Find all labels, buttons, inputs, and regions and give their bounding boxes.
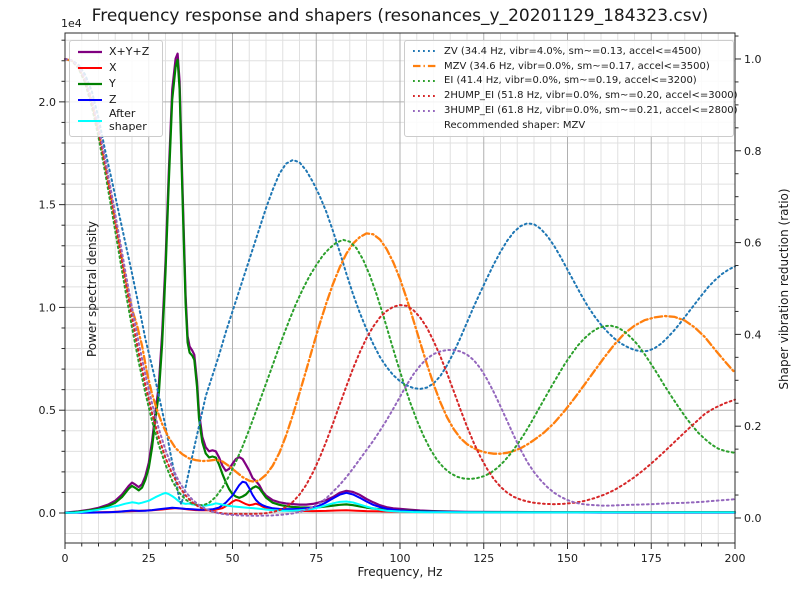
legend-item: ZV (34.4 Hz, vibr=4.0%, sm~=0.13, accel<…: [412, 44, 726, 59]
y-axis-offset-label: 1e4: [61, 17, 82, 30]
legend-item-label: X+Y+Z: [109, 44, 150, 58]
legend-item-label: After shaper: [109, 107, 147, 133]
y-right-tick-label: 0.6: [744, 237, 762, 250]
y-right-tick-label: 1.0: [744, 53, 762, 66]
legend-item-label: Z: [109, 92, 117, 106]
curve-2hump-ei: [64, 58, 736, 515]
legend-line-sample: [413, 50, 437, 53]
x-tick-label: 75: [309, 552, 323, 565]
curve-y: [63, 58, 737, 514]
y-left-tick-label: 0.0: [39, 507, 57, 520]
legend-item-label: EI (41.4 Hz, vibr=0.0%, sm~=0.19, accel<…: [444, 75, 697, 87]
legend-line-sample: [78, 99, 102, 101]
legend-line-sample: [78, 82, 102, 86]
legend-item-label: Y: [109, 76, 116, 90]
legend-line-sample: [413, 79, 437, 82]
y-left-tick-label: 1.5: [39, 199, 57, 212]
x-tick-label: 25: [142, 552, 156, 565]
x-tick-label: 0: [62, 552, 69, 565]
legend-item: After shaper: [77, 107, 155, 133]
legend-item: Y: [77, 76, 155, 92]
curve-ei: [64, 58, 736, 507]
legend-item-label: ZV (34.4 Hz, vibr=4.0%, sm~=0.13, accel<…: [444, 45, 702, 57]
legend-item: EI (41.4 Hz, vibr=0.0%, sm~=0.19, accel<…: [412, 74, 726, 89]
recommended-shaper-text: Recommended shaper: MZV: [444, 119, 586, 131]
legend-line-sample: [413, 65, 437, 68]
legend-item: Z: [77, 92, 155, 108]
chart-title: Frequency response and shapers (resonanc…: [91, 6, 709, 26]
x-tick-label: 50: [226, 552, 240, 565]
legend-line-sample: [78, 67, 102, 69]
legend-line-sample: [413, 109, 437, 112]
curve-after-shaper: [64, 492, 736, 514]
y-right-tick-label: 0.8: [744, 145, 762, 158]
x-tick-label: 100: [390, 552, 411, 565]
y-right-tick-label: 0.4: [744, 328, 762, 341]
curve-mzv: [63, 57, 737, 483]
legend-item: 2HUMP_EI (51.8 Hz, vibr=0.0%, sm~=0.20, …: [412, 88, 738, 103]
x-tick-label: 125: [473, 552, 494, 565]
legend-item: 3HUMP_EI (61.8 Hz, vibr=0.0%, sm~=0.21, …: [412, 103, 738, 118]
legend-item: X+Y+Z: [77, 44, 155, 60]
x-tick-label: 150: [557, 552, 578, 565]
y-left-tick-label: 2.0: [39, 96, 57, 109]
legend-shapers: ZV (34.4 Hz, vibr=4.0%, sm~=0.13, accel<…: [404, 40, 738, 137]
y-axis-label-left: Power spectral density: [85, 220, 99, 358]
y-right-tick-label: 0.2: [744, 420, 762, 433]
curve-zv: [64, 58, 736, 506]
legend-line-sample: [413, 94, 437, 97]
legend-item: MZV (34.6 Hz, vibr=0.0%, sm~=0.17, accel…: [412, 59, 726, 74]
legend-line-sample: [78, 50, 102, 54]
y-left-tick-label: 1.0: [39, 301, 57, 314]
y-axis-label-right: Shaper vibration reduction (ratio): [777, 188, 791, 390]
x-axis-label: Frequency, Hz: [357, 565, 443, 579]
y-left-tick-label: 0.5: [39, 404, 57, 417]
legend-psd: X+Y+Z X Y Z After shaper: [69, 40, 163, 138]
legend-item-label: 2HUMP_EI (51.8 Hz, vibr=0.0%, sm~=0.20, …: [444, 90, 738, 102]
legend-item-label: 3HUMP_EI (61.8 Hz, vibr=0.0%, sm~=0.21, …: [444, 105, 738, 117]
x-tick-label: 175: [641, 552, 662, 565]
x-tick-label: 200: [725, 552, 746, 565]
legend-item: X: [77, 60, 155, 76]
legend-item-label: X: [109, 60, 117, 74]
legend-line-sample: [78, 119, 102, 122]
y-right-tick-label: 0.0: [744, 512, 762, 525]
legend-recommended-note: Recommended shaper: MZV: [412, 118, 726, 133]
curve-3hump-ei: [64, 58, 736, 517]
legend-item-label: MZV (34.6 Hz, vibr=0.0%, sm~=0.17, accel…: [444, 60, 710, 72]
